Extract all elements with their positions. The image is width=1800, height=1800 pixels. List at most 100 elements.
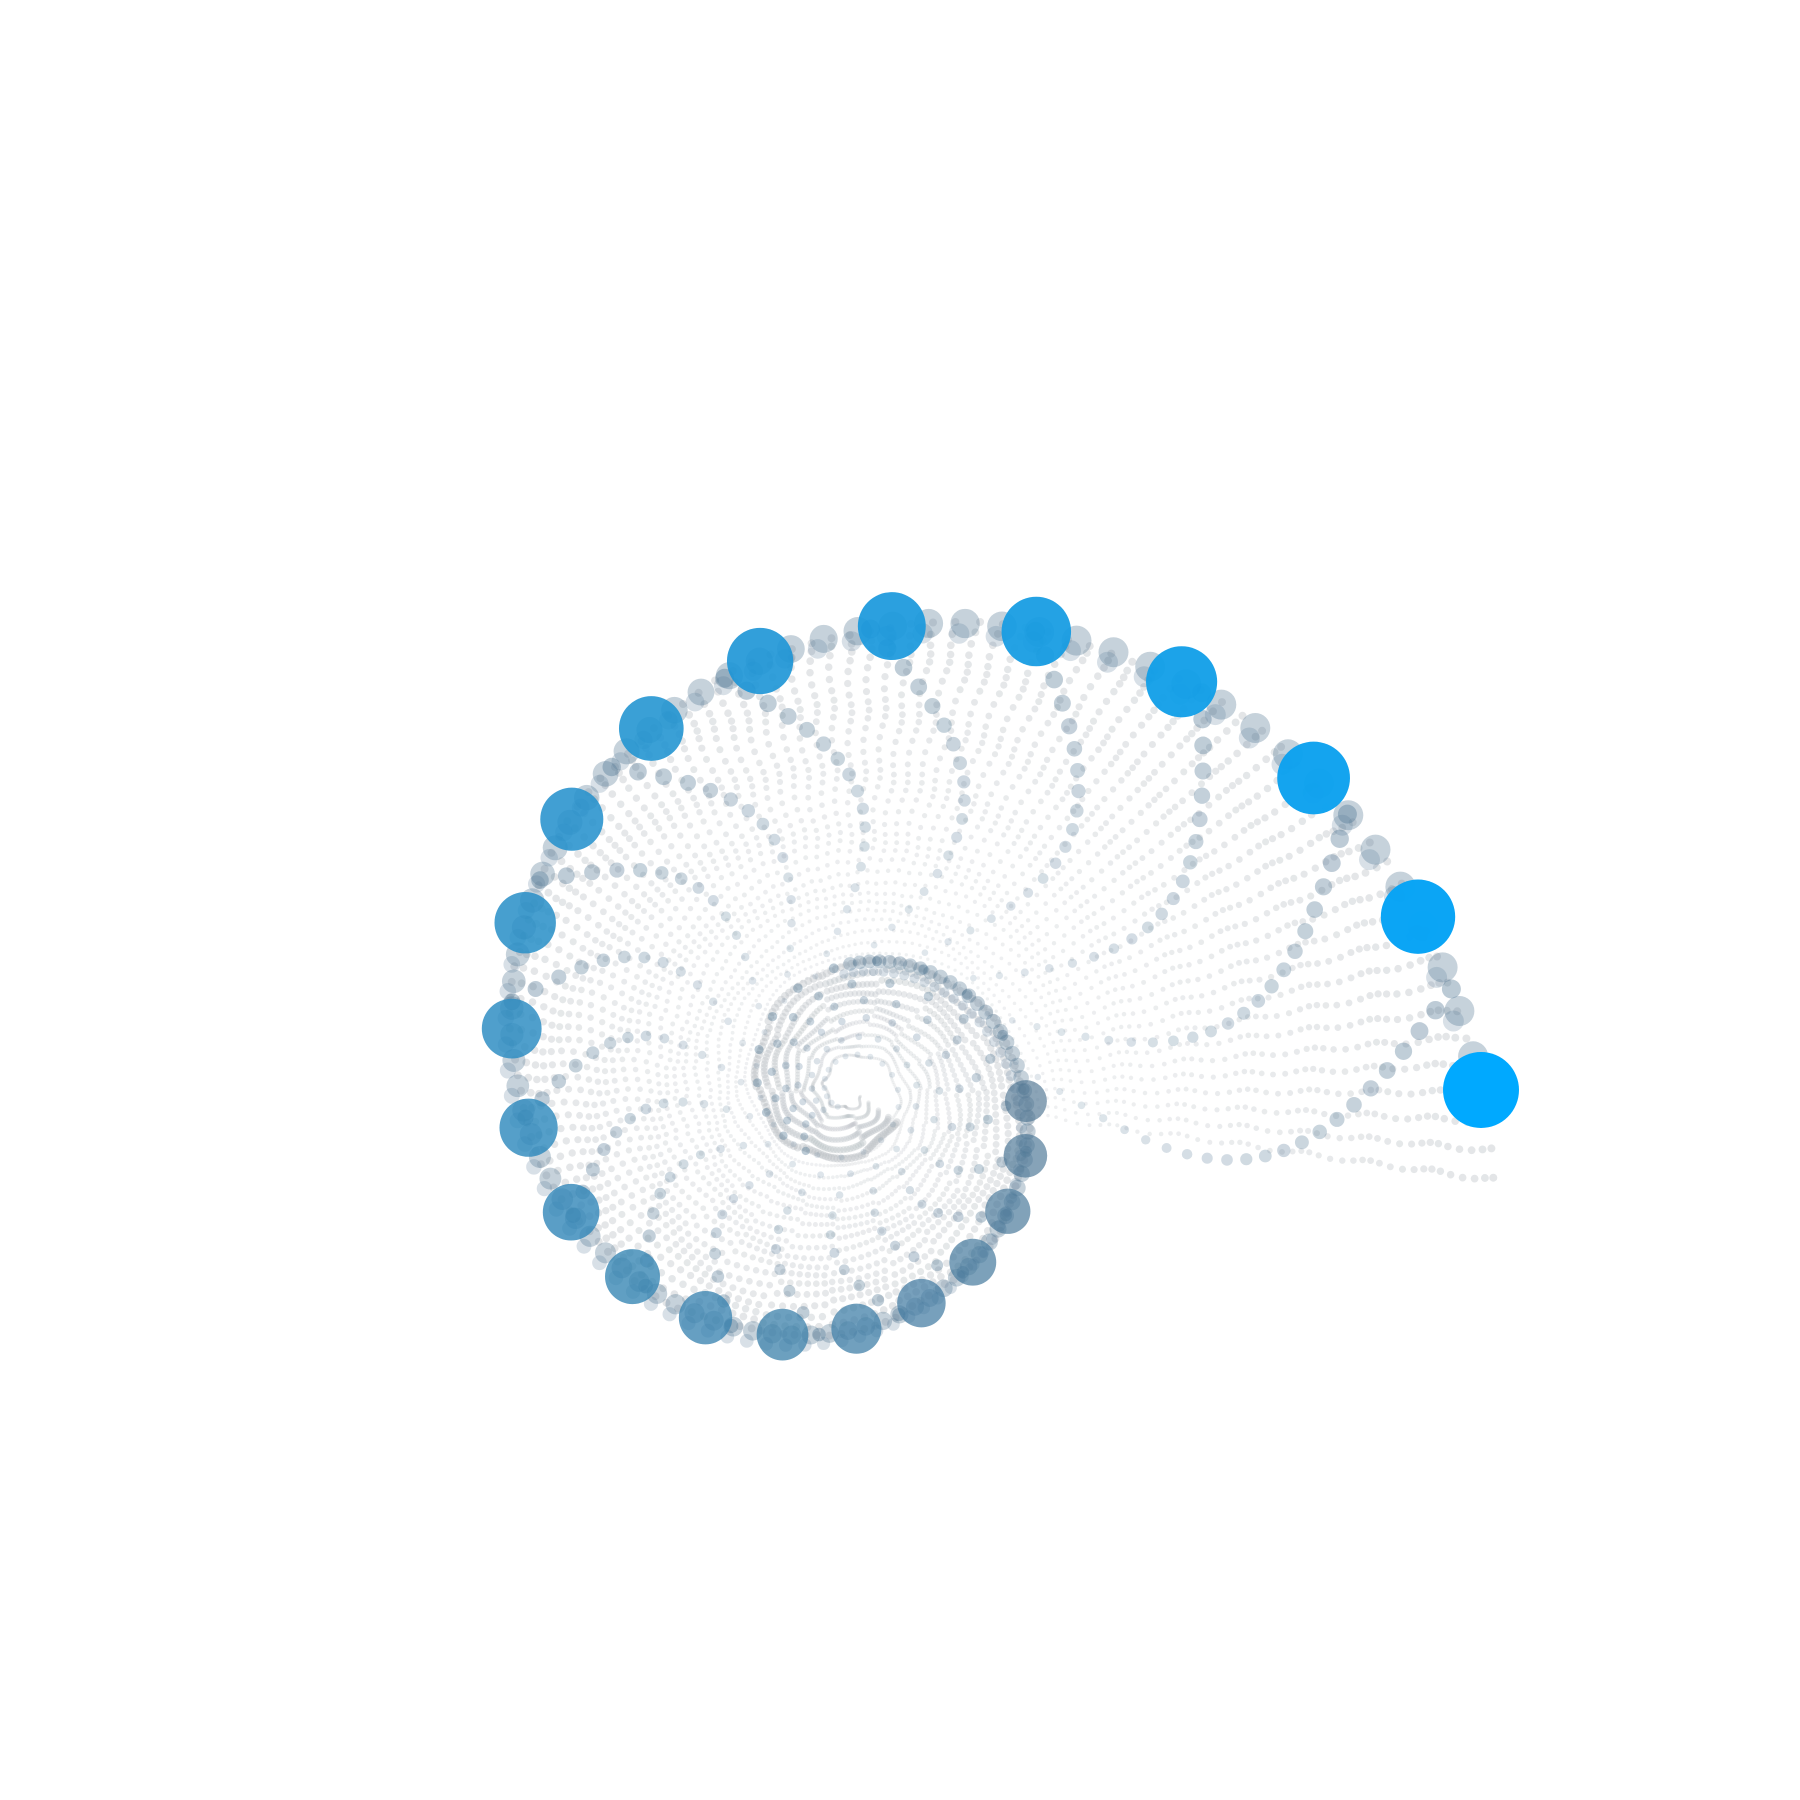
faint-dot [983,918,988,923]
faint-dot [872,1033,878,1038]
faint-dot [924,907,929,912]
faint-dot [1306,839,1315,848]
faint-dot [775,1129,779,1133]
faint-dot [1080,1015,1085,1020]
faint-dot [712,1205,719,1212]
faint-dot [919,1139,924,1144]
faint-dot [743,1070,747,1075]
faint-dot [800,979,804,984]
faint-dot [951,947,956,951]
faint-dot [825,1114,830,1119]
faint-dot [771,1122,776,1127]
faint-dot [812,1079,817,1084]
faint-dot [758,1256,765,1264]
faint-dot [847,822,853,829]
faint-dot [928,872,934,878]
faint-dot [857,1055,861,1059]
faint-dot [900,1044,906,1049]
faint-dot [928,1051,934,1057]
faint-dot [727,811,734,818]
faint-dot [774,870,780,876]
faint-dot [882,1119,890,1127]
faint-dot [787,1142,791,1146]
faint-dot [1188,994,1194,1000]
faint-dot [828,1286,836,1294]
faint-dot [874,997,881,1005]
rim-dot [899,970,910,981]
faint-dot [616,1226,625,1234]
faint-dot [805,1145,814,1154]
faint-dot [646,1144,653,1151]
faint-dot [801,1160,805,1165]
faint-dot [897,1130,902,1135]
faint-dot [926,1007,934,1015]
faint-dot [1096,995,1101,1000]
faint-dot [773,999,782,1008]
faint-dot [924,1103,929,1108]
faint-dot [658,1015,664,1021]
faint-dot [974,999,983,1007]
faint-dot [847,1107,851,1111]
faint-dot [846,920,851,924]
faint-dot [824,996,831,1003]
faint-dot [1004,890,1010,896]
faint-dot [1004,1129,1012,1138]
faint-dot [645,1219,653,1227]
faint-dot [1287,898,1295,906]
faint-dot [891,1080,895,1084]
faint-dot [816,1070,821,1075]
faint-dot [805,867,811,873]
faint-dot [768,1198,774,1204]
faint-dot [794,1068,801,1074]
faint-dot [1216,1040,1222,1046]
faint-dot [993,780,1000,787]
faint-dot [1031,877,1037,883]
faint-dot [842,1234,849,1240]
faint-dot [666,1113,673,1119]
rim-dot [839,969,849,979]
faint-dot [844,1023,850,1028]
faint-dot [805,998,813,1006]
faint-dot [1088,755,1095,762]
faint-dot [845,812,851,818]
faint-dot [999,956,1004,961]
faint-dot [881,1198,886,1203]
faint-dot [625,809,633,818]
faint-dot [913,971,921,980]
faint-dot [877,1132,886,1141]
faint-dot [829,1062,834,1066]
faint-dot [800,1094,806,1099]
faint-dot [1120,870,1126,876]
faint-dot [739,833,745,840]
faint-dot [937,1156,943,1163]
faint-dot [845,751,852,759]
faint-dot [677,1110,683,1115]
faint-dot [1365,894,1374,902]
faint-dot [956,904,961,909]
faint-dot [734,1075,738,1079]
faint-dot [843,1104,847,1108]
faint-dot [1042,1044,1046,1048]
faint-dot [548,1061,557,1069]
faint-dot [574,1136,582,1144]
faint-dot [631,984,637,991]
faint-dot [1085,1000,1090,1006]
faint-dot [1244,798,1253,806]
faint-dot [806,1032,813,1039]
faint-dot [701,1241,708,1248]
faint-dot [1318,1067,1326,1074]
faint-dot [625,835,633,843]
faint-dot [1428,1086,1437,1095]
faint-dot [1442,1032,1450,1041]
faint-dot [796,706,804,714]
faint-dot [838,921,843,925]
faint-dot [953,1077,960,1084]
faint-dot [926,1078,932,1083]
faint-dot [943,1013,951,1021]
faint-dot [997,999,1002,1004]
faint-dot [837,984,845,991]
faint-dot [752,1038,756,1042]
faint-dot [976,687,984,695]
faint-dot [885,1195,891,1200]
faint-dot [809,1150,813,1154]
